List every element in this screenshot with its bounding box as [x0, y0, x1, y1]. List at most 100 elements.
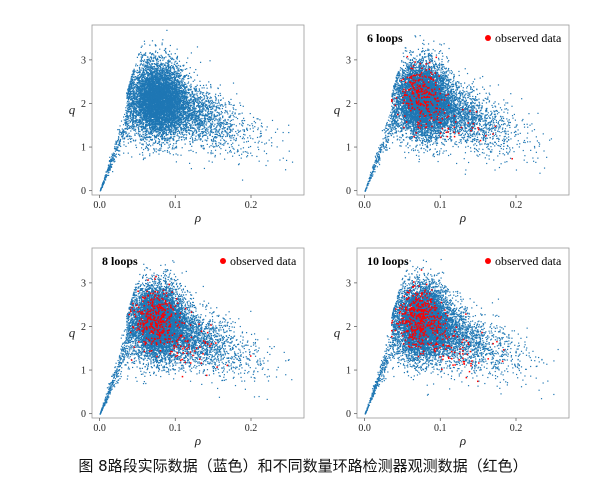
- road-point: [205, 94, 207, 97]
- road-point: [134, 79, 136, 81]
- road-point: [194, 88, 196, 91]
- road-point: [138, 83, 140, 85]
- road-point: [196, 126, 198, 128]
- road-point: [179, 87, 182, 90]
- road-point: [127, 111, 129, 113]
- road-point: [197, 111, 199, 113]
- road-point: [180, 154, 182, 156]
- road-point: [230, 135, 232, 137]
- road-point: [156, 122, 159, 124]
- road-point: [145, 62, 147, 64]
- road-point: [171, 58, 173, 60]
- road-point: [136, 124, 138, 127]
- road-point: [149, 90, 151, 92]
- road-point: [164, 150, 166, 152]
- road-point: [185, 121, 187, 123]
- road-point: [190, 149, 192, 151]
- road-point: [191, 127, 193, 129]
- road-point: [174, 53, 176, 55]
- road-point: [143, 134, 145, 136]
- road-point: [126, 110, 129, 112]
- road-point: [108, 160, 111, 162]
- road-point: [126, 128, 128, 131]
- road-point: [200, 138, 202, 140]
- road-point: [132, 116, 134, 118]
- road-point: [191, 100, 193, 103]
- road-point: [131, 112, 133, 114]
- road-point: [195, 113, 197, 115]
- road-point: [196, 118, 198, 120]
- road-point: [198, 127, 200, 129]
- road-point: [149, 66, 151, 68]
- road-point: [153, 123, 155, 125]
- road-point: [188, 114, 190, 116]
- road-point: [191, 126, 193, 128]
- road-point: [131, 126, 133, 128]
- road-point: [130, 98, 133, 100]
- road-point: [216, 122, 218, 125]
- road-point: [122, 130, 124, 132]
- road-point: [208, 132, 210, 134]
- road-point: [153, 86, 155, 88]
- road-point: [188, 162, 191, 164]
- road-point: [164, 76, 167, 78]
- road-point: [154, 117, 156, 120]
- road-point: [192, 94, 195, 96]
- road-point: [214, 130, 217, 132]
- road-point: [149, 44, 151, 46]
- road-point: [219, 136, 221, 138]
- road-point: [141, 86, 143, 88]
- road-point: [142, 154, 144, 156]
- road-point: [112, 171, 114, 173]
- road-point: [184, 112, 187, 114]
- road-point: [276, 146, 278, 148]
- road-point: [138, 81, 140, 83]
- road-point: [132, 91, 134, 93]
- road-point: [169, 153, 171, 155]
- road-point: [189, 101, 191, 103]
- road-point: [182, 84, 184, 86]
- road-point: [175, 123, 178, 125]
- road-point: [122, 124, 125, 126]
- road-point: [207, 92, 209, 94]
- road-point: [184, 107, 186, 109]
- road-point: [164, 116, 166, 118]
- road-point: [152, 66, 154, 68]
- road-point: [146, 115, 148, 117]
- road-point: [205, 103, 207, 106]
- road-point: [225, 140, 227, 143]
- road-point: [195, 116, 198, 118]
- road-point: [231, 125, 233, 127]
- road-point: [203, 125, 205, 128]
- road-point: [171, 62, 173, 64]
- road-point: [135, 114, 137, 116]
- road-point: [150, 64, 152, 66]
- road-point: [152, 126, 154, 128]
- road-point: [184, 83, 187, 85]
- road-point: [181, 147, 183, 149]
- road-point: [210, 111, 212, 113]
- road-point: [145, 65, 148, 67]
- road-point: [249, 128, 251, 130]
- road-point: [182, 99, 185, 102]
- road-point: [206, 127, 208, 129]
- road-point: [154, 44, 156, 46]
- road-point: [165, 56, 167, 58]
- road-point: [239, 113, 241, 115]
- road-point: [258, 140, 260, 142]
- road-point: [161, 82, 163, 84]
- road-point: [257, 142, 259, 144]
- road-point: [153, 65, 156, 68]
- road-point: [179, 75, 181, 77]
- road-point: [198, 136, 200, 139]
- road-point: [176, 66, 178, 69]
- road-point: [185, 90, 187, 93]
- road-point: [200, 121, 202, 123]
- road-point: [241, 125, 244, 127]
- road-point: [165, 131, 168, 133]
- road-point: [198, 90, 200, 93]
- road-point: [225, 135, 227, 138]
- road-point: [163, 85, 165, 87]
- road-point: [128, 117, 130, 119]
- road-point: [164, 64, 166, 66]
